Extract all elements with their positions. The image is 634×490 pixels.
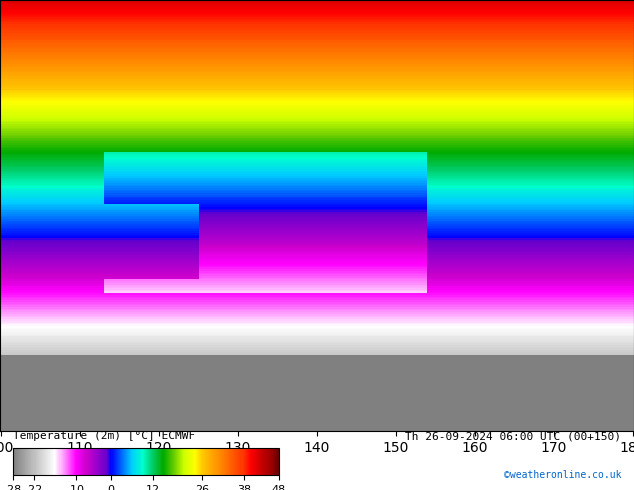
Text: ©weatheronline.co.uk: ©weatheronline.co.uk bbox=[504, 470, 621, 480]
Text: Th 26-09-2024 06:00 UTC (00+150): Th 26-09-2024 06:00 UTC (00+150) bbox=[405, 431, 621, 441]
Text: Temperature (2m) [°C] ECMWF: Temperature (2m) [°C] ECMWF bbox=[13, 431, 195, 441]
